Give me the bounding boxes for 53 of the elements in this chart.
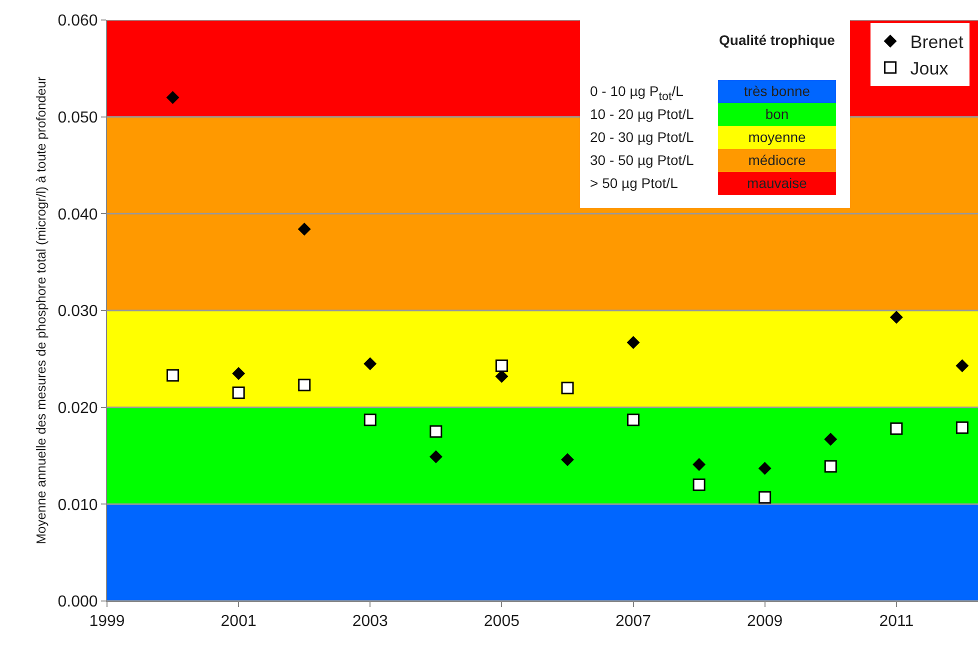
- legend-label: Brenet: [910, 32, 964, 52]
- y-tick-label: 0.020: [58, 400, 98, 417]
- x-tick-label: 2009: [747, 613, 783, 630]
- x-tick-label: 2007: [615, 613, 652, 630]
- legend-label: très bonne: [744, 83, 810, 99]
- point: [561, 453, 574, 466]
- y-tick-label: 0.060: [58, 12, 98, 30]
- point: [758, 491, 772, 504]
- point: [495, 359, 508, 372]
- point: [298, 378, 311, 392]
- x-tick-label: 2005: [484, 613, 520, 630]
- point: [758, 462, 772, 475]
- point: [232, 366, 246, 380]
- point: [561, 382, 574, 394]
- x-tick-label: 2011: [879, 613, 914, 630]
- annotation: 10 - 20 µg Ptot/L: [590, 105, 694, 124]
- point: [429, 450, 442, 464]
- y-tick-label: 0.050: [58, 109, 98, 126]
- point: [890, 310, 903, 324]
- x-tick-label: 1999: [89, 613, 125, 630]
- point: [232, 386, 245, 400]
- annotation: 0 - 10 µg P$_{tot}$/L: [590, 82, 684, 103]
- point: [364, 357, 377, 370]
- point: [890, 422, 903, 435]
- legend-label: Joux: [910, 58, 948, 79]
- legend-label: bon: [765, 106, 789, 122]
- legend-label: mauvaise: [747, 175, 807, 191]
- annotation: > 50 µg Ptot/L: [590, 174, 678, 193]
- point: [298, 222, 311, 236]
- y-tick-label: 0.040: [58, 206, 98, 224]
- point: [627, 414, 640, 426]
- y-tick-label: 0.030: [58, 303, 98, 320]
- x-tick-label: 2003: [352, 613, 388, 630]
- y-axis-title: Moyenne annuelle des mesures de phosphore total (microgr/l) à toute profondeur: [34, 76, 49, 544]
- point: [824, 460, 837, 473]
- point: [430, 425, 442, 438]
- point: [364, 414, 376, 426]
- legend-label: moyenne: [748, 129, 806, 145]
- point: [166, 369, 180, 382]
- y-tick-label: 0.000: [58, 594, 98, 611]
- point: [626, 336, 640, 349]
- point: [824, 432, 838, 446]
- point: [956, 359, 969, 372]
- point: [692, 458, 706, 471]
- point: [166, 90, 180, 104]
- legend-title: Qualité trophique: [718, 31, 836, 50]
- annotation: 30 - 50 µg Ptot/L: [590, 151, 694, 170]
- x-tick-label: 2001: [220, 613, 256, 630]
- band-label: médiocre: [748, 152, 806, 168]
- annotation: 20 - 30 µg Ptot/L: [590, 128, 694, 147]
- y-tick-label: 0.010: [58, 496, 98, 514]
- point: [956, 421, 968, 434]
- point: [692, 478, 706, 492]
